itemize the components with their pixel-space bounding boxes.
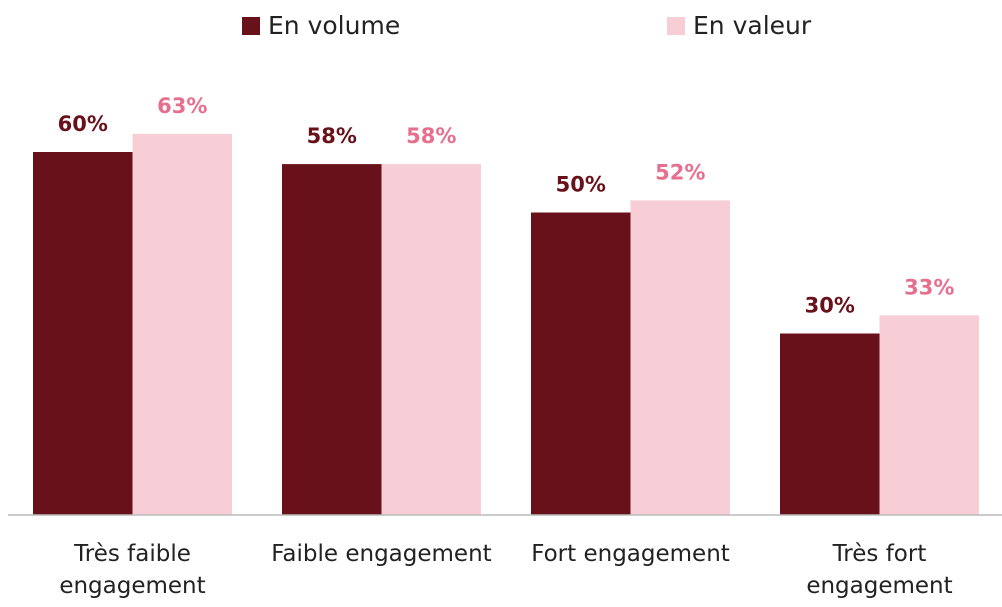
data-label: 60% bbox=[58, 112, 108, 136]
legend-swatch bbox=[667, 17, 685, 35]
bar bbox=[780, 333, 880, 515]
data-label: 58% bbox=[307, 124, 357, 148]
legend-swatch bbox=[242, 17, 260, 35]
x-tick-label: Très faible engagement bbox=[59, 541, 206, 599]
legend-label: En valeur bbox=[693, 11, 812, 40]
bar bbox=[531, 212, 631, 515]
bar bbox=[879, 315, 979, 515]
data-label: 52% bbox=[655, 160, 705, 184]
legend-label: En volume bbox=[268, 11, 400, 40]
data-label: 58% bbox=[406, 124, 456, 148]
data-label: 30% bbox=[805, 294, 855, 318]
bar bbox=[630, 200, 730, 515]
data-label: 33% bbox=[904, 275, 954, 299]
data-label: 50% bbox=[556, 173, 606, 197]
x-tick-label: Faible engagement bbox=[271, 541, 492, 567]
bar bbox=[282, 164, 382, 515]
data-label: 63% bbox=[157, 94, 207, 118]
bar bbox=[132, 133, 232, 515]
bar bbox=[33, 152, 133, 515]
bar bbox=[381, 164, 481, 515]
x-tick-label: Très fort engagement bbox=[806, 541, 953, 599]
x-tick-label: Fort engagement bbox=[531, 541, 730, 567]
